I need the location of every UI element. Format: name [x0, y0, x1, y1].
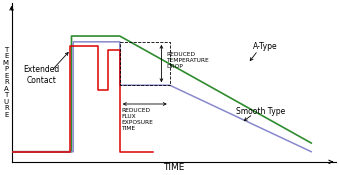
Text: A-Type: A-Type [253, 42, 278, 51]
Y-axis label: T
E
M
P
E
R
A
T
U
R
E: T E M P E R A T U R E [3, 47, 9, 118]
Text: Extended
Contact: Extended Contact [23, 65, 60, 85]
Text: REDUCED
TEMPERATURE
DROP: REDUCED TEMPERATURE DROP [166, 52, 209, 69]
Text: REDUCED
FLUX
EXPOSURE
TIME: REDUCED FLUX EXPOSURE TIME [121, 108, 153, 131]
X-axis label: TIME: TIME [163, 163, 184, 172]
Text: Smooth Type: Smooth Type [236, 107, 285, 116]
